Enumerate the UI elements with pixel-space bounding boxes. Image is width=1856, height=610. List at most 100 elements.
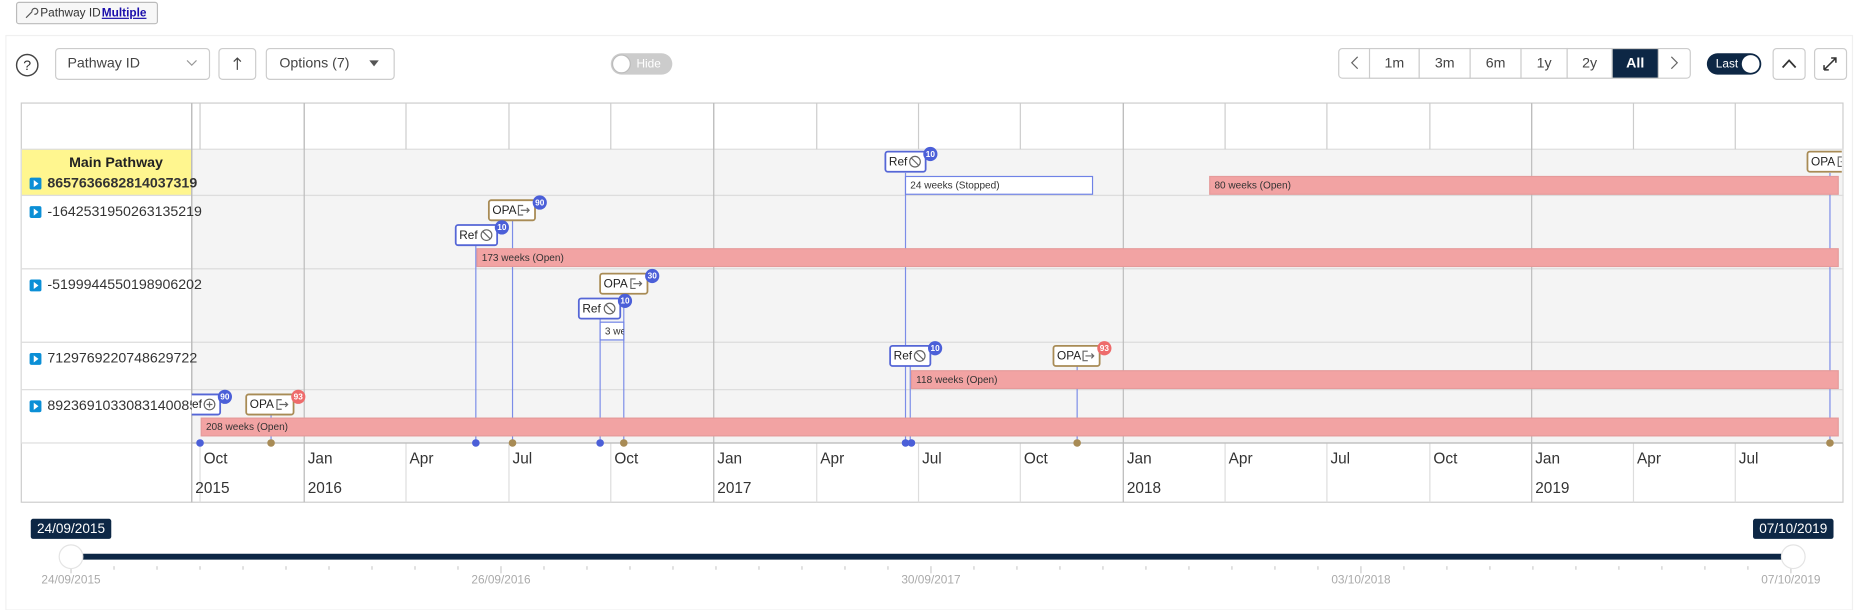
event-marker[interactable]: OPA 93 [245,389,306,416]
collapse-button[interactable] [1772,47,1806,80]
slider-handle[interactable] [58,544,84,570]
range-button[interactable]: 2y [1566,47,1613,79]
bar-label: 208 weeks (Open) [206,422,288,433]
range-button[interactable]: 6m [1469,47,1522,79]
month-label: Oct [204,451,229,468]
stop-icon-slash [911,157,919,166]
event-badge [217,389,232,404]
event-marker[interactable]: Ref 10 [454,220,509,247]
prev-button[interactable] [1350,56,1359,70]
row-id: 8923691033083140085 [47,398,197,414]
sort-button[interactable] [218,47,257,80]
stop-icon [480,229,493,242]
badge-count: 10 [931,344,941,353]
axis-event-dot [508,439,517,447]
month-label: Apr [1229,451,1253,468]
range-button[interactable]: 1m [1368,47,1420,79]
axis-event-dot [620,439,628,447]
stop-icon [913,350,926,362]
bar-clip: 80 weeks (Open) [1214,181,1290,192]
axis-event-dot [596,439,604,447]
bar-clip: 118 weeks (Open) [916,375,997,386]
axis-event-dot [267,439,275,447]
bar-label: 173 weeks (Open) [482,253,564,264]
row-expand-icon[interactable] [29,352,42,365]
exit-icon [630,278,643,290]
bar-rect [910,370,1839,390]
event-marker[interactable]: OPA [1806,150,1854,173]
month-label: Oct [1024,451,1049,468]
event-badge [923,146,938,162]
pathway-bar[interactable]: 24 weeks (Stopped) [904,175,1094,195]
last-label: Last [1716,57,1739,71]
slider-value-bg [30,518,112,539]
badge-count: 10 [620,297,630,306]
month-label: Apr [1637,451,1661,468]
row-expand-icon[interactable] [29,279,42,292]
event-marker[interactable]: Ref 90 [180,389,232,416]
badge-count: 90 [220,393,230,402]
exit-icon [1837,156,1842,168]
range-button-bg [1520,47,1568,79]
slider-handle[interactable] [1780,544,1806,570]
row-label-cell [20,148,193,197]
badge-count: 93 [1100,344,1110,353]
event-marker[interactable]: OPA 90 [487,195,547,222]
range-button[interactable]: 1y [1520,47,1568,79]
row-label-cell [20,341,193,391]
timeline: Oct Jan Apr Jul Oct Jan Apr Jul Oct Jan Apr Jul Oct J… [20,102,1854,503]
range-button-label: 1m [1385,56,1405,72]
next-button[interactable] [1670,56,1679,70]
pathway-bar[interactable]: 208 weeks (Open) [200,417,1839,437]
bar-label: 3 we [605,326,627,337]
pathway-bar[interactable]: 173 weeks (Open) [476,248,1839,268]
month-label: Jan [717,451,742,468]
event-box [1806,150,1842,173]
dropdown-value: Pathway ID [67,56,140,72]
options-dropdown[interactable]: Options (7) [265,47,395,80]
play-icon [33,402,39,410]
chip-label: Pathway ID [40,6,100,20]
event-label: Ref [582,301,601,315]
hide-toggle[interactable]: Hide [610,53,673,75]
row-expand-icon[interactable] [29,400,42,413]
row-id: -1642531950263135219 [47,204,202,220]
pathway-bar[interactable]: 3 we [599,321,627,341]
pathway-bar[interactable]: 80 weeks (Open) [1209,175,1839,195]
row-expand-icon[interactable] [29,177,42,190]
event-badge [928,341,943,356]
last-toggle[interactable]: Last [1706,53,1762,75]
slider-tick-label: 26/09/2016 [471,573,531,587]
slider-value-bg [1753,518,1834,539]
expand-button[interactable] [1813,47,1848,80]
axis-event-dot [1073,439,1081,447]
axis-event-dot [901,439,910,447]
axis-event-dot [907,439,916,447]
event-marker[interactable]: OPA 30 [599,268,660,295]
event-marker[interactable]: Ref 10 [889,341,943,367]
chip-value[interactable]: Multiple [102,6,147,20]
badge-count: 10 [497,223,507,232]
filter-chip[interactable]: Pathway ID Multiple [15,1,159,25]
event-box [1052,344,1101,367]
play-icon [33,208,39,216]
event-marker[interactable]: Ref 10 [884,146,938,173]
help-button[interactable]: ? [15,53,39,77]
event-marker[interactable]: Ref 10 [577,293,633,320]
month-label: Jul [513,451,533,468]
pathway-bar[interactable]: 118 weeks (Open) [910,370,1839,390]
row-expand-icon[interactable] [29,206,42,218]
event-marker[interactable]: OPA 93 [1052,341,1112,367]
range-button-label: 3m [1435,56,1455,72]
slider-tick-label: 03/10/2018 [1331,573,1391,587]
exit-icon [517,204,530,216]
range-button[interactable]: All [1611,47,1659,79]
stop-icon-slash [482,231,491,240]
row-bg [191,268,1844,343]
event-label: OPA [1811,154,1835,168]
event-label: Ref [894,349,913,363]
range-button[interactable]: 3m [1418,47,1471,79]
badge-count: 93 [294,393,304,402]
group-by-dropdown[interactable]: Pathway ID [55,47,211,80]
